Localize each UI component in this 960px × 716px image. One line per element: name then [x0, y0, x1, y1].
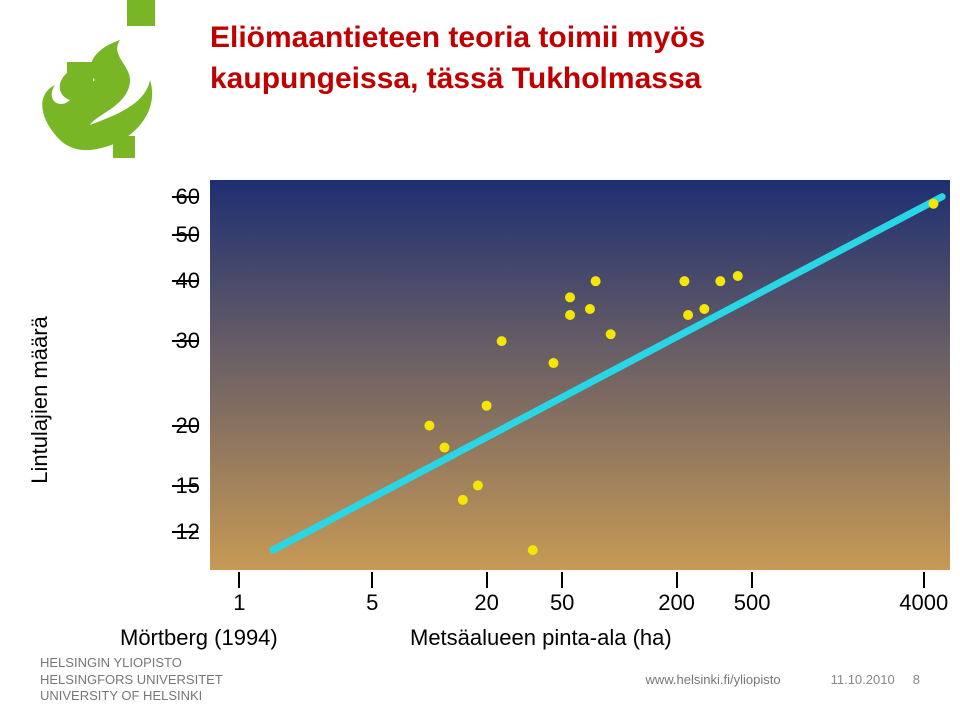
- x-tick-mark: [561, 572, 563, 588]
- data-point: [439, 443, 449, 453]
- y-tick-mark: [172, 425, 198, 427]
- x-tick-mark: [676, 572, 678, 588]
- data-point: [548, 358, 558, 368]
- data-point: [606, 329, 616, 339]
- data-point: [683, 310, 693, 320]
- flame-logo: [35, 0, 165, 160]
- y-tick-mark: [172, 531, 198, 533]
- y-tick-mark: [172, 234, 198, 236]
- data-point: [928, 199, 938, 209]
- data-point: [679, 276, 689, 286]
- data-point: [585, 304, 595, 314]
- title-line-1: Eliömaantieteen teoria toimii myös: [210, 18, 705, 59]
- y-axis-label: Lintulajien määrä: [27, 316, 53, 484]
- x-tick-label: 5: [366, 590, 378, 616]
- y-tick-mark: [172, 485, 198, 487]
- plot-area: [210, 180, 950, 570]
- y-tick-mark: [172, 340, 198, 342]
- data-point: [424, 421, 434, 431]
- x-tick-mark: [238, 572, 240, 588]
- x-tick-mark: [751, 572, 753, 588]
- x-tick-label: 1: [233, 590, 245, 616]
- data-point: [733, 271, 743, 281]
- data-point: [591, 276, 601, 286]
- data-point: [565, 292, 575, 302]
- x-axis-label: Metsäalueen pinta-ala (ha): [410, 625, 672, 651]
- uni-en: UNIVERSITY OF HELSINKI: [40, 688, 223, 704]
- data-point: [565, 310, 575, 320]
- footer-url: www.helsinki.fi/yliopisto: [645, 672, 780, 687]
- data-point: [473, 481, 483, 491]
- uni-fi: HELSINGIN YLIOPISTO: [40, 655, 223, 671]
- scatter-chart: Lintulajien määrä 6050403020151215205020…: [60, 170, 900, 630]
- x-tick-label: 50: [550, 590, 574, 616]
- x-tick-label: 500: [734, 590, 771, 616]
- title-line-2: kaupungeissa, tässä Tukholmassa: [210, 59, 705, 100]
- data-point: [699, 304, 709, 314]
- footer-date: 11.10.2010: [831, 672, 895, 687]
- data-point: [715, 276, 725, 286]
- footer: HELSINGIN YLIOPISTO HELSINGFORS UNIVERSI…: [40, 655, 920, 704]
- citation: Mörtberg (1994): [120, 625, 278, 651]
- x-tick-label: 20: [474, 590, 498, 616]
- x-tick-label: 200: [658, 590, 695, 616]
- slide-title: Eliömaantieteen teoria toimii myös kaupu…: [210, 18, 705, 99]
- y-tick-mark: [172, 196, 198, 198]
- x-tick-mark: [486, 572, 488, 588]
- footer-page: 8: [913, 672, 920, 687]
- x-tick-mark: [923, 572, 925, 588]
- uni-sv: HELSINGFORS UNIVERSITET: [40, 672, 223, 688]
- data-point: [482, 401, 492, 411]
- x-tick-mark: [371, 572, 373, 588]
- university-names: HELSINGIN YLIOPISTO HELSINGFORS UNIVERSI…: [40, 655, 223, 704]
- data-point: [528, 545, 538, 555]
- x-tick-label: 4000: [899, 590, 948, 616]
- y-tick-mark: [172, 280, 198, 282]
- data-point: [458, 495, 468, 505]
- data-point: [497, 336, 507, 346]
- slide: Eliömaantieteen teoria toimii myös kaupu…: [0, 0, 960, 716]
